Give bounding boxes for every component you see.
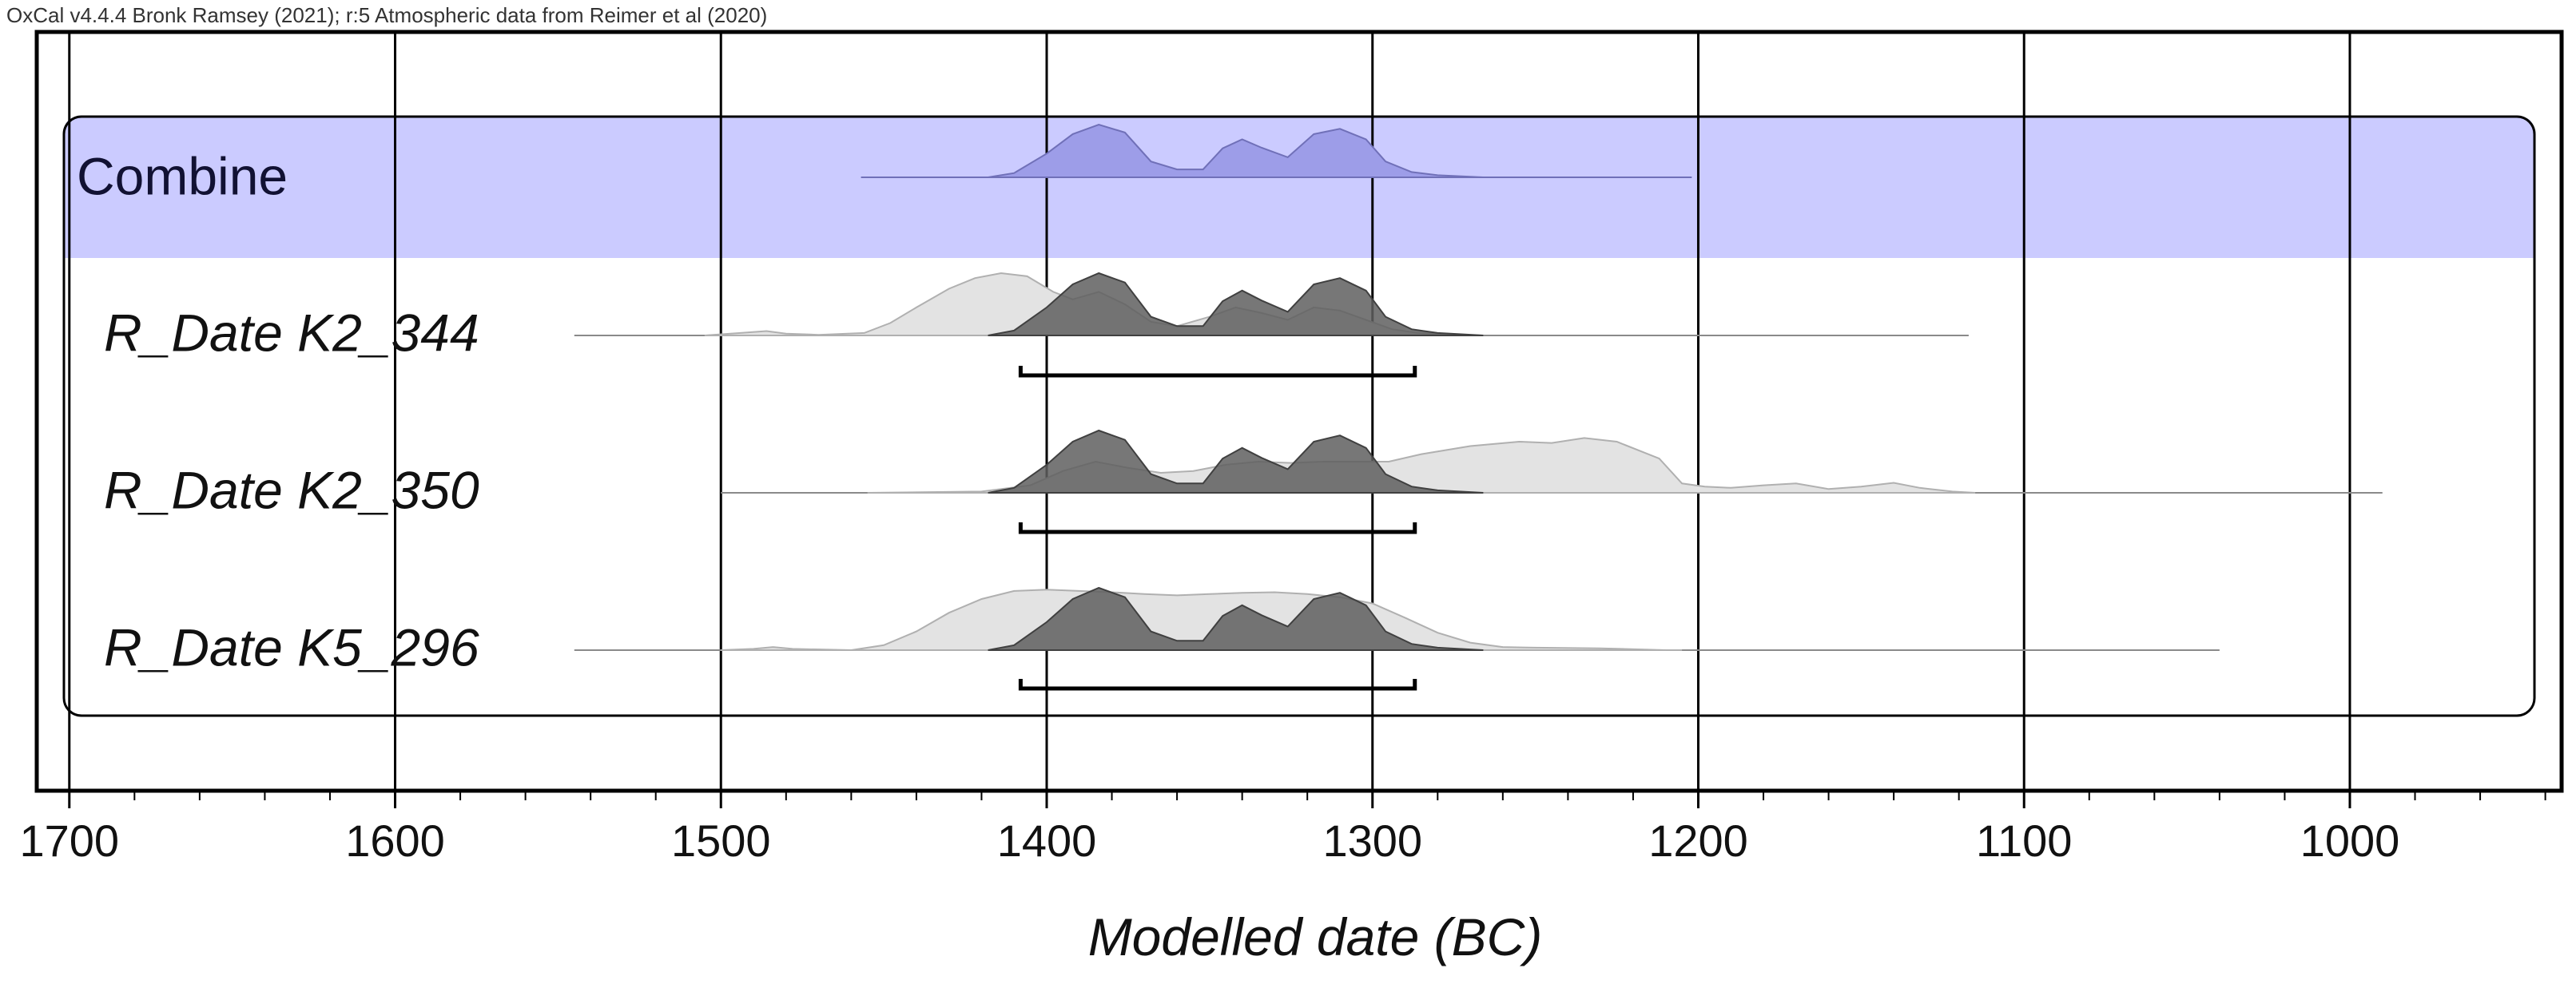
combine-band — [64, 117, 2534, 258]
range-bracket — [1018, 679, 1417, 691]
plot-content: Combine R_Date K2_344 R_Date K2_350 R_Date … — [77, 123, 2383, 691]
range-bracket — [1018, 366, 1417, 378]
x-tick-label: 1600 — [345, 815, 445, 866]
combine-label: Combine — [77, 146, 288, 205]
x-axis-title: Modelled date (BC) — [1088, 907, 1543, 966]
group-combine: Combine — [77, 123, 1692, 205]
x-tick-label: 1200 — [1648, 815, 1748, 866]
series-label: R_Date K2_350 — [104, 460, 479, 519]
series-row: R_Date K2_344 — [104, 272, 1969, 378]
x-tick-label: 1300 — [1322, 815, 1422, 866]
x-tick-label: 1100 — [1976, 815, 2072, 866]
chart-background — [64, 117, 2534, 258]
range-bracket — [1018, 522, 1417, 534]
series-label: R_Date K5_296 — [104, 617, 479, 677]
series-row: R_Date K2_350 — [104, 429, 2383, 534]
group-outline — [62, 115, 2536, 717]
x-tick-label: 1500 — [671, 815, 771, 866]
posterior-area — [988, 272, 1484, 336]
plot-border — [34, 30, 2564, 793]
likelihood-area — [721, 589, 1683, 652]
plot-frame — [34, 30, 2564, 793]
x-tick-label: 1700 — [19, 815, 119, 866]
series-label: R_Date K2_344 — [104, 303, 479, 362]
posterior-area — [988, 586, 1484, 651]
x-tick-label: 1400 — [997, 815, 1097, 866]
chart-header: OxCal v4.4.4 Bronk Ramsey (2021); r:5 At… — [6, 3, 768, 27]
x-axis: 1700 1600 1500 1400 1300 1200 1100 1000 Modelled… — [19, 791, 2546, 966]
x-tick-label: 1000 — [2300, 815, 2400, 866]
series-row: R_Date K5_296 — [104, 586, 2220, 691]
posterior-area — [988, 429, 1484, 494]
combine-posterior-area — [988, 123, 1484, 178]
